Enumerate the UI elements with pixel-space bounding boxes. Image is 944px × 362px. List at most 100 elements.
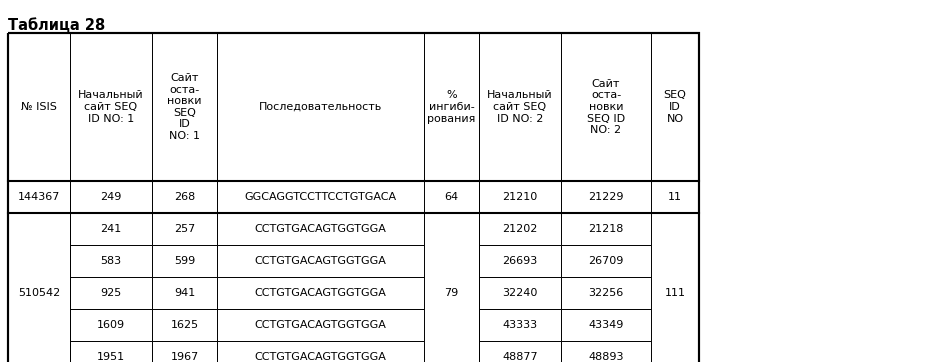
Bar: [479, 341, 561, 362]
Bar: [561, 277, 651, 309]
Text: 11: 11: [668, 192, 682, 202]
Text: 32256: 32256: [588, 288, 624, 298]
Bar: [8, 213, 70, 245]
Text: 583: 583: [100, 256, 122, 266]
Bar: [8, 341, 70, 362]
Bar: [424, 181, 479, 213]
Text: %
ингиби-
рования: % ингиби- рования: [428, 90, 476, 123]
Bar: [561, 33, 651, 181]
Text: CCTGTGACAGTGGTGGA: CCTGTGACAGTGGTGGA: [255, 256, 386, 266]
Text: 48893: 48893: [588, 352, 624, 362]
Bar: [424, 181, 479, 213]
Bar: [152, 341, 217, 362]
Text: GGCAGGTCCTTCCTGTGACA: GGCAGGTCCTTCCTGTGACA: [244, 192, 396, 202]
Text: 21218: 21218: [588, 224, 624, 234]
Text: Сайт
оста-
новки
SEQ ID
NO: 2: Сайт оста- новки SEQ ID NO: 2: [587, 79, 625, 135]
Bar: [651, 309, 699, 341]
Text: 1967: 1967: [170, 352, 198, 362]
Bar: [70, 341, 152, 362]
Text: CCTGTGACAGTGGTGGA: CCTGTGACAGTGGTGGA: [255, 352, 386, 362]
Bar: [479, 245, 561, 277]
Text: Таблица 28: Таблица 28: [8, 18, 105, 34]
Bar: [8, 33, 699, 362]
Text: 111: 111: [665, 288, 685, 298]
Text: CCTGTGACAGTGGTGGA: CCTGTGACAGTGGTGGA: [255, 320, 386, 330]
Bar: [479, 309, 561, 341]
Bar: [217, 277, 424, 309]
Text: 64: 64: [445, 192, 459, 202]
Bar: [70, 33, 152, 181]
Bar: [217, 213, 424, 245]
Bar: [217, 341, 424, 362]
Bar: [217, 33, 424, 181]
Text: SEQ
ID
NO: SEQ ID NO: [664, 90, 686, 123]
Text: 1625: 1625: [171, 320, 198, 330]
Bar: [425, 214, 479, 362]
Bar: [561, 213, 651, 245]
Bar: [152, 277, 217, 309]
Bar: [70, 277, 152, 309]
Bar: [8, 33, 699, 362]
Text: 1609: 1609: [97, 320, 125, 330]
Bar: [217, 181, 424, 213]
Text: 26693: 26693: [502, 256, 538, 266]
Text: 257: 257: [174, 224, 195, 234]
Text: Начальный
сайт SEQ
ID NO: 1: Начальный сайт SEQ ID NO: 1: [78, 90, 143, 123]
Bar: [651, 33, 699, 181]
Text: 79: 79: [445, 288, 459, 298]
Text: Сайт
оста-
новки
SEQ
ID
NO: 1: Сайт оста- новки SEQ ID NO: 1: [167, 73, 202, 141]
Bar: [217, 245, 424, 277]
Bar: [651, 213, 699, 362]
Bar: [424, 341, 479, 362]
Bar: [70, 213, 152, 245]
Text: 32240: 32240: [502, 288, 538, 298]
Text: 510542: 510542: [18, 288, 60, 298]
Bar: [561, 309, 651, 341]
Text: 268: 268: [174, 192, 195, 202]
Text: 43349: 43349: [588, 320, 624, 330]
Bar: [479, 277, 561, 309]
Bar: [152, 309, 217, 341]
Bar: [479, 33, 561, 181]
Text: CCTGTGACAGTGGTGGA: CCTGTGACAGTGGTGGA: [255, 288, 386, 298]
Bar: [424, 309, 479, 341]
Bar: [424, 213, 479, 245]
Text: Начальный
сайт SEQ
ID NO: 2: Начальный сайт SEQ ID NO: 2: [487, 90, 553, 123]
Bar: [8, 245, 70, 277]
Bar: [70, 309, 152, 341]
Bar: [561, 181, 651, 213]
Bar: [8, 214, 70, 362]
Bar: [152, 213, 217, 245]
Bar: [651, 245, 699, 277]
Text: 599: 599: [174, 256, 195, 266]
Bar: [479, 213, 561, 245]
Bar: [8, 33, 70, 181]
Text: 48877: 48877: [502, 352, 538, 362]
Bar: [70, 181, 152, 213]
Bar: [152, 33, 217, 181]
Text: № ISIS: № ISIS: [21, 102, 57, 112]
Bar: [651, 277, 699, 309]
Bar: [217, 309, 424, 341]
Text: 21202: 21202: [502, 224, 538, 234]
Bar: [651, 341, 699, 362]
Bar: [8, 181, 70, 213]
Bar: [651, 213, 699, 245]
Bar: [70, 245, 152, 277]
Bar: [424, 33, 479, 181]
Bar: [651, 181, 699, 213]
Text: 144367: 144367: [18, 192, 60, 202]
Bar: [8, 181, 70, 213]
Bar: [425, 181, 479, 212]
Bar: [8, 213, 70, 362]
Text: 925: 925: [100, 288, 122, 298]
Bar: [424, 213, 479, 362]
Text: Последовательность: Последовательность: [259, 102, 382, 112]
Text: 941: 941: [174, 288, 195, 298]
Text: 241: 241: [100, 224, 122, 234]
Text: 21210: 21210: [502, 192, 538, 202]
Text: CCTGTGACAGTGGTGGA: CCTGTGACAGTGGTGGA: [255, 224, 386, 234]
Bar: [561, 245, 651, 277]
Bar: [424, 277, 479, 309]
Bar: [651, 214, 699, 362]
